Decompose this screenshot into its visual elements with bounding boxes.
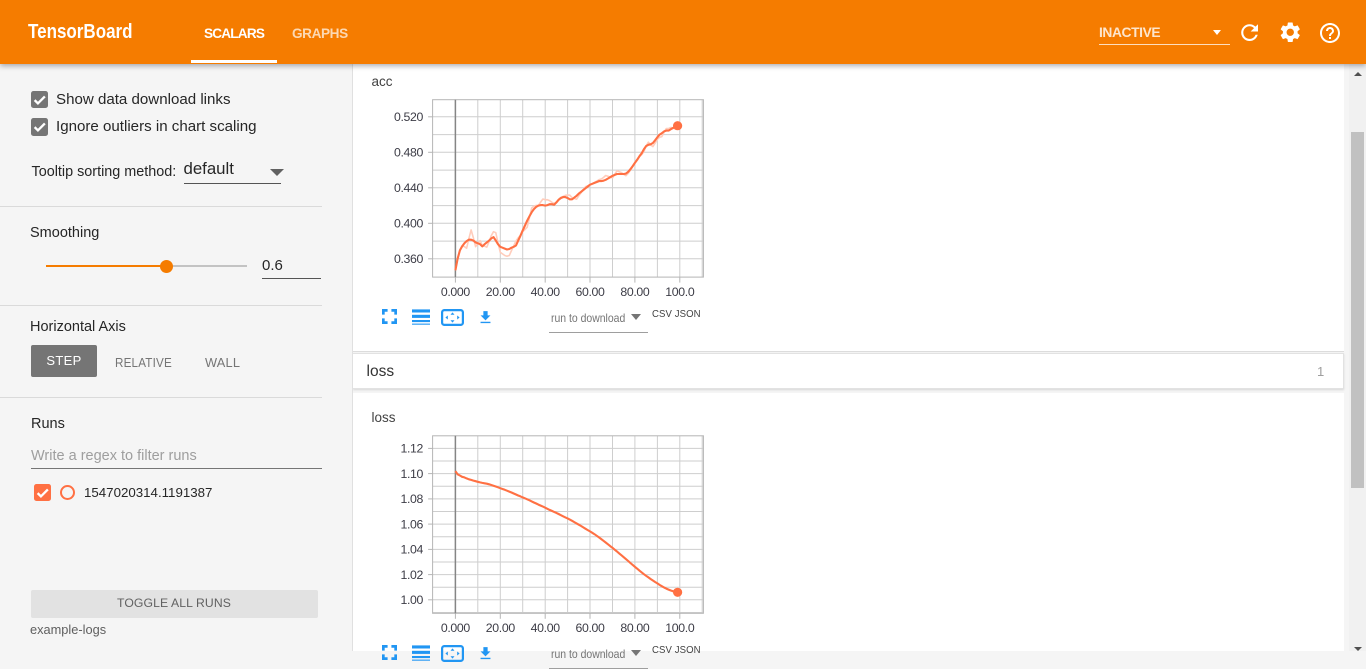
svg-text:20.00: 20.00	[486, 285, 516, 299]
svg-text:0.000: 0.000	[441, 621, 471, 635]
svg-text:1.10: 1.10	[400, 467, 423, 481]
svg-text:40.00: 40.00	[531, 621, 561, 635]
svg-text:100.0: 100.0	[665, 621, 695, 635]
svg-text:0.480: 0.480	[394, 146, 424, 160]
svg-text:80.00: 80.00	[620, 621, 650, 635]
svg-text:1.00: 1.00	[400, 593, 423, 607]
svg-text:0.440: 0.440	[394, 181, 424, 195]
svg-text:0.000: 0.000	[441, 285, 471, 299]
svg-text:1.12: 1.12	[400, 442, 423, 456]
svg-text:1.02: 1.02	[400, 568, 423, 582]
svg-text:20.00: 20.00	[486, 621, 516, 635]
svg-text:0.400: 0.400	[394, 217, 424, 231]
svg-text:100.0: 100.0	[665, 285, 695, 299]
svg-text:0.520: 0.520	[394, 110, 424, 124]
svg-text:1.08: 1.08	[400, 492, 423, 506]
svg-text:0.360: 0.360	[394, 252, 424, 266]
svg-text:60.00: 60.00	[575, 621, 605, 635]
svg-text:80.00: 80.00	[620, 285, 650, 299]
svg-text:1.04: 1.04	[400, 543, 423, 557]
svg-text:40.00: 40.00	[531, 285, 561, 299]
svg-text:60.00: 60.00	[575, 285, 605, 299]
svg-text:1.06: 1.06	[400, 517, 423, 531]
